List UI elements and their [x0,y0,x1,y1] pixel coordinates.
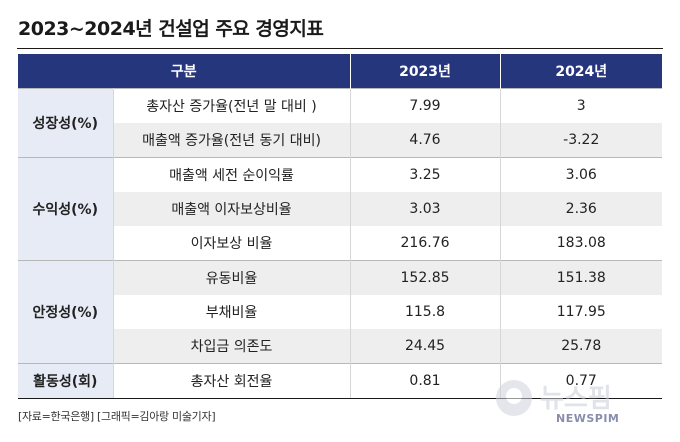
header-2024: 2024년 [500,54,663,89]
table-row: 매출액 증가율(전년 동기 대비) 4.76 -3.22 [18,123,663,158]
table-row: 수익성(%) 매출액 세전 순이익률 3.25 3.06 [18,157,663,261]
logo-sub: NEWSPIM [556,412,620,425]
row-label: 총자산 증가율(전년 말 대비 ) [113,88,351,123]
value-2024: 3.06 [500,157,663,192]
value-2024: -3.22 [500,123,663,158]
value-2023: 3.25 [350,157,501,192]
header-category: 구분 [18,54,351,89]
group-label-stability: 안정성(%) [18,260,114,364]
value-2023: 7.99 [350,88,501,123]
page-title: 2023~2024년 건설업 주요 경영지표 [18,18,324,40]
value-2023: 4.76 [350,123,501,158]
value-2023: 216.76 [350,226,501,261]
table-row: 성장성(%) 총자산 증가율(전년 말 대비 ) 7.99 3 [18,88,663,158]
indicators-table: 구분 2023년 2024년 성장성(%) 총자산 증가율(전년 말 대비 ) … [18,54,663,399]
value-2024: 2.36 [500,192,663,226]
source-caption: [자료=한국은행] [그래픽=김아랑 미술기자] [18,410,216,423]
row-label: 매출액 세전 순이익률 [113,157,351,192]
table-header-row: 구분 2023년 2024년 [18,54,663,89]
value-2023: 152.85 [350,260,501,295]
row-label: 유동비율 [113,260,351,295]
logo-name: 뉴스핌 [540,384,612,414]
title-divider [17,48,663,49]
table-row: 안정성(%) 유동비율 152.85 151.38 [18,260,663,364]
table-row: 부채비율 115.8 117.95 [18,295,662,329]
value-2024: 25.78 [500,329,663,364]
group-label-activity: 활동성(회) [18,363,114,399]
value-2024: 183.08 [556,235,606,251]
value-2024: 117.95 [556,304,606,320]
header-2023: 2023년 [350,54,501,89]
value-2023: 115.8 [350,295,501,329]
value-2024: 151.38 [500,260,663,295]
newspim-logo: 뉴스핌 NEWSPIM [496,378,664,434]
table-row: 매출액 이자보상비율 3.03 2.36 [18,192,663,226]
row-label: 이자보상 비율 [113,226,351,261]
value-2023: 3.03 [350,192,501,226]
value-2023: 0.81 [350,363,501,399]
table-row: 활동성(회) 총자산 회전율 0.81 0.77 [18,363,663,399]
row-label: 매출액 증가율(전년 동기 대비) [113,123,351,158]
value-2023: 24.45 [350,329,501,364]
group-label-growth: 성장성(%) [18,88,114,158]
row-label: 매출액 이자보상비율 [113,192,351,226]
row-label: 차입금 의존도 [113,329,351,364]
logo-mark-icon [496,380,532,416]
group-label-profitability: 수익성(%) [18,157,114,261]
table-row: 차입금 의존도 24.45 25.78 [18,329,663,364]
row-label: 부채비율 [113,295,351,329]
value-2024: 3 [500,88,663,123]
table-row: 이자보상 비율 216.76 183.08 [18,226,662,261]
row-label: 총자산 회전율 [113,363,351,399]
